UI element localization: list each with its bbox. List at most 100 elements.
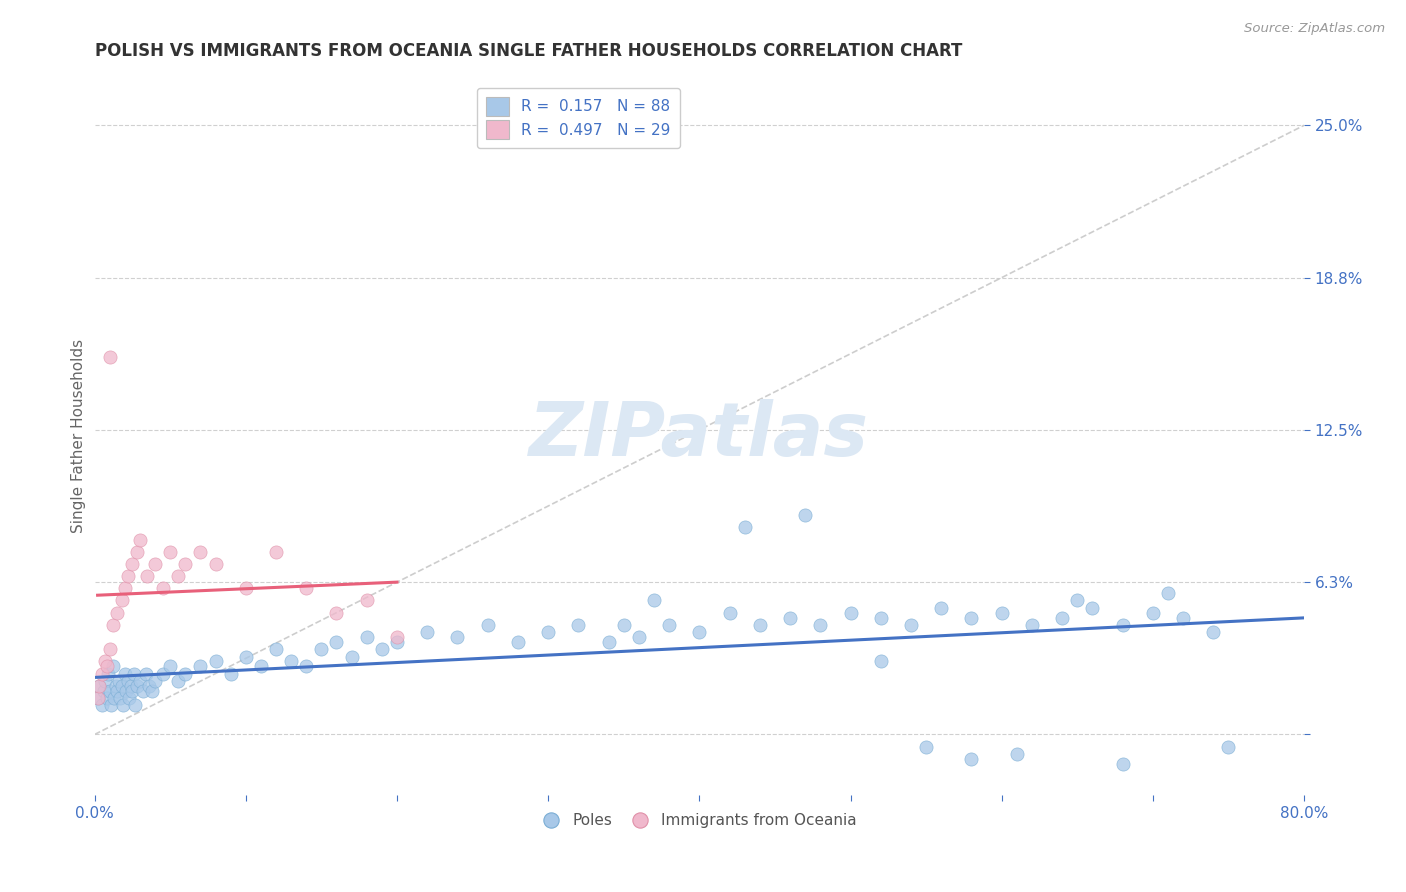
Point: [136, 569, 159, 583]
Point: [135, 666, 157, 681]
Point: [808, 617, 831, 632]
Point: [138, 679, 160, 693]
Point: [915, 739, 938, 754]
Point: [121, 683, 143, 698]
Point: [117, 569, 139, 583]
Point: [325, 606, 347, 620]
Point: [658, 617, 681, 632]
Point: [264, 642, 287, 657]
Point: [794, 508, 817, 523]
Point: [235, 649, 257, 664]
Point: [143, 673, 166, 688]
Point: [235, 582, 257, 596]
Point: [280, 654, 302, 668]
Text: Source: ZipAtlas.com: Source: ZipAtlas.com: [1244, 22, 1385, 36]
Point: [356, 593, 378, 607]
Y-axis label: Single Father Households: Single Father Households: [72, 339, 86, 533]
Point: [1111, 756, 1133, 771]
Point: [325, 635, 347, 649]
Point: [371, 642, 394, 657]
Point: [115, 683, 138, 698]
Point: [101, 659, 124, 673]
Point: [385, 635, 408, 649]
Point: [110, 690, 132, 705]
Point: [91, 698, 114, 713]
Point: [1066, 593, 1088, 607]
Point: [960, 752, 983, 766]
Point: [356, 630, 378, 644]
Point: [103, 690, 125, 705]
Point: [734, 520, 756, 534]
Point: [1171, 610, 1194, 624]
Point: [159, 545, 181, 559]
Point: [122, 666, 145, 681]
Point: [96, 690, 118, 705]
Point: [250, 659, 273, 673]
Point: [93, 683, 115, 698]
Point: [141, 683, 163, 698]
Point: [87, 679, 110, 693]
Point: [104, 679, 127, 693]
Point: [125, 545, 148, 559]
Point: [477, 617, 499, 632]
Point: [132, 683, 155, 698]
Point: [114, 582, 136, 596]
Point: [869, 610, 891, 624]
Point: [94, 654, 117, 668]
Point: [990, 606, 1012, 620]
Point: [129, 673, 152, 688]
Point: [152, 666, 174, 681]
Point: [98, 683, 121, 698]
Point: [960, 610, 983, 624]
Point: [1005, 747, 1028, 761]
Point: [96, 659, 118, 673]
Point: [295, 659, 318, 673]
Point: [537, 625, 560, 640]
Point: [613, 617, 636, 632]
Point: [86, 690, 108, 705]
Point: [101, 617, 124, 632]
Point: [166, 569, 188, 583]
Point: [97, 666, 120, 681]
Point: [869, 654, 891, 668]
Point: [129, 533, 152, 547]
Point: [120, 679, 142, 693]
Point: [121, 557, 143, 571]
Point: [174, 557, 197, 571]
Point: [264, 545, 287, 559]
Point: [143, 557, 166, 571]
Point: [1142, 606, 1164, 620]
Point: [111, 679, 134, 693]
Point: [1157, 586, 1180, 600]
Point: [98, 350, 121, 364]
Point: [1202, 625, 1225, 640]
Point: [204, 654, 226, 668]
Point: [86, 690, 108, 705]
Point: [929, 600, 952, 615]
Point: [598, 635, 620, 649]
Point: [506, 635, 529, 649]
Point: [1081, 600, 1104, 615]
Point: [107, 673, 129, 688]
Point: [111, 593, 134, 607]
Point: [900, 617, 922, 632]
Point: [190, 545, 212, 559]
Point: [152, 582, 174, 596]
Legend: Poles, Immigrants from Oceania: Poles, Immigrants from Oceania: [536, 807, 863, 835]
Point: [159, 659, 181, 673]
Point: [190, 659, 212, 673]
Point: [91, 666, 114, 681]
Point: [385, 630, 408, 644]
Point: [100, 698, 122, 713]
Point: [118, 690, 141, 705]
Point: [1050, 610, 1073, 624]
Point: [98, 642, 121, 657]
Point: [627, 630, 650, 644]
Point: [1021, 617, 1043, 632]
Point: [718, 606, 741, 620]
Point: [567, 617, 589, 632]
Point: [204, 557, 226, 571]
Point: [105, 683, 128, 698]
Point: [643, 593, 665, 607]
Point: [446, 630, 468, 644]
